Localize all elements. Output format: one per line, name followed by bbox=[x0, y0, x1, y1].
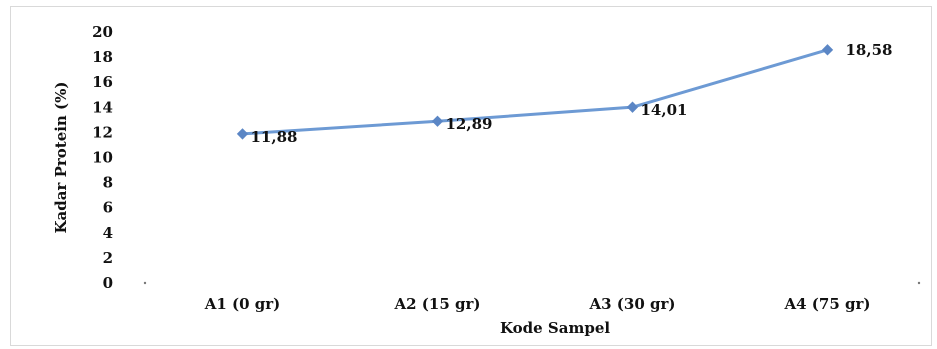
axis-origin-dot bbox=[143, 281, 147, 285]
y-tick-label: 18 bbox=[92, 48, 113, 66]
data-label: 12,89 bbox=[446, 115, 493, 133]
x-tick-label: A2 (15 gr) bbox=[394, 295, 481, 313]
y-tick-label: 20 bbox=[92, 23, 113, 41]
x-axis-title: Kode Sampel bbox=[500, 319, 610, 337]
y-tick-label: 6 bbox=[103, 199, 113, 217]
y-axis: 0 2 4 6 8 10 12 14 16 18 20 bbox=[92, 23, 921, 292]
y-tick-label: 8 bbox=[103, 174, 113, 192]
x-axis: A1 (0 gr) A2 (15 gr) A3 (30 gr) A4 (75 gr) bbox=[204, 295, 871, 313]
y-tick-label: 4 bbox=[103, 224, 113, 242]
data-point-marker bbox=[236, 128, 249, 140]
axis-end-dot bbox=[917, 281, 921, 285]
series-line bbox=[236, 44, 834, 140]
data-labels: 11,88 12,89 14,01 18,58 bbox=[251, 41, 893, 146]
data-label: 14,01 bbox=[641, 101, 688, 119]
y-tick-label: 2 bbox=[103, 249, 113, 267]
y-tick-label: 10 bbox=[92, 149, 113, 167]
x-tick-label: A3 (30 gr) bbox=[589, 295, 676, 313]
y-axis-title: Kadar Protein (%) bbox=[52, 81, 70, 233]
chart-frame bbox=[10, 6, 932, 346]
data-point-marker bbox=[431, 115, 444, 127]
y-tick-label: 0 bbox=[103, 274, 113, 292]
x-tick-label: A1 (0 gr) bbox=[204, 295, 281, 313]
x-tick-label: A4 (75 gr) bbox=[784, 295, 871, 313]
data-label: 18,58 bbox=[846, 41, 893, 59]
y-tick-label: 14 bbox=[92, 98, 113, 116]
data-label: 11,88 bbox=[251, 128, 298, 146]
y-tick-label: 12 bbox=[92, 123, 113, 141]
series-line-path bbox=[242, 48, 828, 136]
data-point-marker bbox=[821, 44, 834, 56]
data-point-marker bbox=[626, 101, 639, 113]
y-tick-label: 16 bbox=[92, 73, 113, 91]
